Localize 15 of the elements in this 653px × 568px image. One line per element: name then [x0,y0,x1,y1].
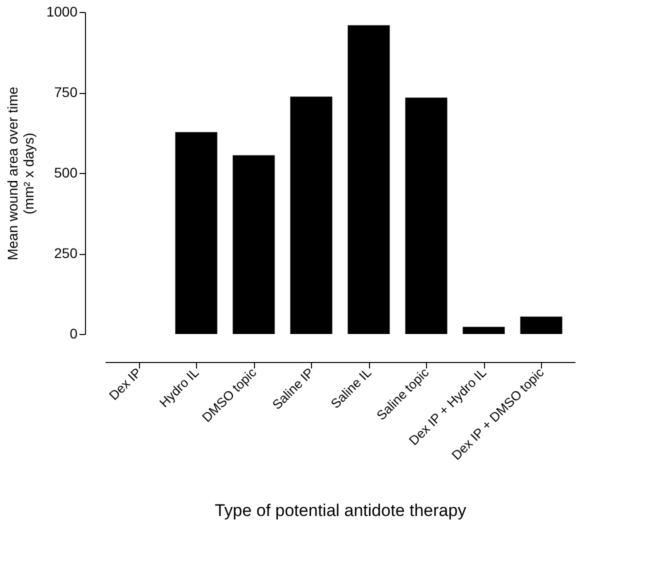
bar [462,326,505,334]
y-tick-label: 250 [54,245,78,261]
x-tick-label: Dex IP [106,364,144,404]
bar [348,25,390,334]
y-tick-label: 500 [54,164,78,180]
bar [175,132,218,334]
bar [405,98,448,334]
y-tick-label: 0 [70,326,78,342]
bar [232,155,275,334]
bar [290,96,332,334]
y-axis-title: Mean wound area over time (mm² x days) [4,86,36,260]
x-axis-title: Type of potential antidote therapy [214,501,467,520]
bar [520,316,562,334]
y-tick-label: 1000 [46,4,78,20]
y-tick-label: 750 [54,84,78,100]
